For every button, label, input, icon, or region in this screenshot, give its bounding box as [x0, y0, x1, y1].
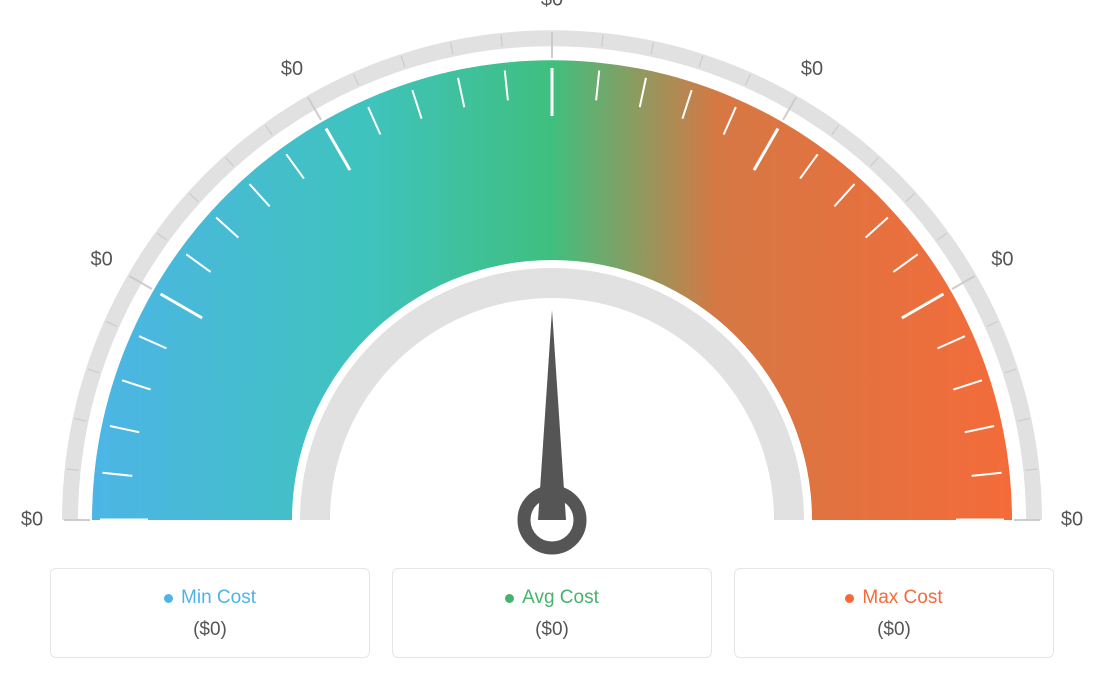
tick-label: $0 — [21, 508, 43, 530]
legend-dot-avg — [505, 594, 514, 603]
legend-text-avg: Avg Cost — [522, 587, 599, 609]
legend-text-min: Min Cost — [181, 587, 256, 609]
tick-label: $0 — [801, 58, 823, 80]
legend-card-avg: Avg Cost ($0) — [392, 568, 712, 658]
legend-value-min: ($0) — [61, 619, 359, 641]
tick-label: $0 — [1061, 508, 1083, 530]
tick-label: $0 — [541, 0, 563, 10]
legend-text-max: Max Cost — [862, 587, 942, 609]
legend-value-avg: ($0) — [403, 619, 701, 641]
legend-label-max: Max Cost — [845, 587, 942, 609]
legend-dot-max — [845, 594, 854, 603]
tick-label: $0 — [281, 58, 303, 80]
legend-row: Min Cost ($0) Avg Cost ($0) Max Cost ($0… — [0, 568, 1104, 658]
gauge-svg: $0 $0 $0 $0 $0 $0 $0 — [0, 0, 1104, 560]
tick-label: $0 — [91, 248, 113, 270]
gauge-chart: $0 $0 $0 $0 $0 $0 $0 — [0, 0, 1104, 560]
tick-label: $0 — [991, 248, 1013, 270]
legend-label-min: Min Cost — [164, 587, 256, 609]
legend-card-min: Min Cost ($0) — [50, 568, 370, 658]
legend-value-max: ($0) — [745, 619, 1043, 641]
legend-card-max: Max Cost ($0) — [734, 568, 1054, 658]
legend-label-avg: Avg Cost — [505, 587, 599, 609]
legend-dot-min — [164, 594, 173, 603]
